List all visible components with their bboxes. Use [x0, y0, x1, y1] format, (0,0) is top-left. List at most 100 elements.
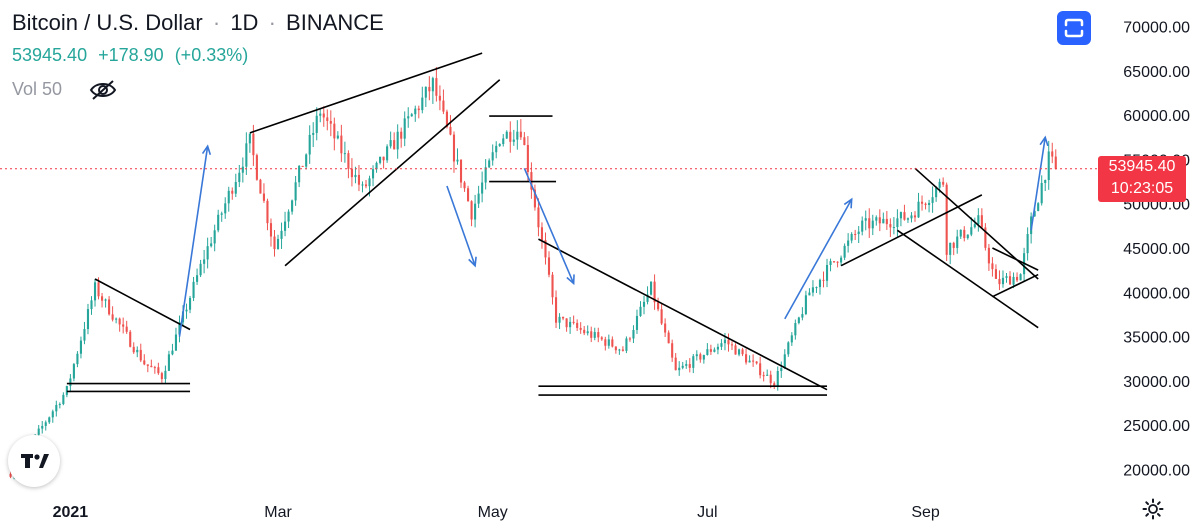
- candle-body: [523, 137, 526, 145]
- candle-body: [551, 274, 554, 298]
- candle-body: [931, 197, 934, 203]
- candle-body: [734, 345, 737, 355]
- candle-body: [245, 143, 248, 167]
- candle-body: [445, 111, 448, 127]
- exchange-label: BINANCE: [286, 10, 384, 35]
- candle-body: [565, 318, 568, 328]
- arrow-head: [566, 274, 575, 286]
- candle-body: [421, 97, 424, 111]
- candle-body: [935, 187, 938, 198]
- candle-body: [129, 331, 132, 347]
- candle-body: [745, 354, 748, 363]
- x-tick-label: 2021: [53, 504, 89, 521]
- title-separator: ·: [212, 10, 221, 35]
- candle-body: [442, 100, 445, 112]
- candle-body: [646, 294, 649, 302]
- candle-body: [632, 329, 635, 339]
- candle-body: [340, 135, 343, 154]
- candle-body: [949, 242, 952, 255]
- candle-body: [818, 279, 822, 288]
- arrows-layer: [178, 135, 1049, 337]
- candle-body: [695, 354, 698, 357]
- candle-body: [776, 371, 779, 387]
- candle-body: [998, 278, 1001, 285]
- candle-body: [379, 156, 382, 163]
- symbol-title[interactable]: Bitcoin / U.S. Dollar · 1D · BINANCE: [12, 10, 384, 36]
- x-tick-label: Sep: [911, 504, 940, 521]
- candle-body: [519, 131, 522, 138]
- annotation-arrow: [178, 144, 212, 337]
- candle-body: [132, 346, 135, 353]
- candle-body: [1012, 276, 1015, 285]
- candle-body: [639, 306, 642, 316]
- arrow-shaft: [523, 167, 575, 284]
- candle-body: [312, 132, 315, 135]
- candle-body: [238, 172, 241, 183]
- candle-body: [773, 383, 776, 387]
- arrow-head: [1039, 135, 1049, 147]
- candle-body: [516, 131, 519, 140]
- candle-body: [192, 281, 195, 298]
- trendline: [94, 278, 191, 331]
- candle-body: [79, 340, 82, 354]
- candle-body: [58, 404, 61, 406]
- candle-body: [678, 367, 681, 371]
- candle-body: [970, 227, 973, 235]
- fullscreen-button[interactable]: [1057, 11, 1091, 45]
- candle-body: [255, 155, 258, 180]
- candle-body: [174, 334, 178, 351]
- interval-label: 1D: [230, 10, 259, 35]
- trendline: [896, 229, 1039, 329]
- candle-body: [709, 349, 712, 352]
- candle-body: [93, 282, 97, 301]
- candle-body: [1040, 182, 1043, 204]
- annotation-arrow: [1030, 135, 1049, 231]
- candle-body: [871, 220, 874, 229]
- y-tick-label: 60000.00: [1123, 108, 1190, 125]
- candle-body: [1008, 276, 1012, 285]
- candle-body: [657, 302, 660, 310]
- candle-body: [945, 184, 948, 255]
- arrow-shaft: [446, 185, 476, 266]
- candle-body: [741, 349, 744, 355]
- gear-icon[interactable]: [1142, 498, 1164, 520]
- candle-body: [403, 118, 406, 139]
- candle-body: [252, 133, 255, 156]
- candle-body: [762, 375, 765, 377]
- y-tick-label: 35000.00: [1123, 330, 1190, 347]
- candle-body: [375, 162, 378, 170]
- trendline: [249, 52, 483, 134]
- candle-body: [291, 200, 294, 212]
- symbol-name: Bitcoin / U.S. Dollar: [12, 10, 203, 35]
- candle-body: [618, 349, 621, 351]
- trendline: [284, 79, 501, 267]
- candle-body: [273, 236, 276, 250]
- candle-body: [702, 354, 705, 360]
- candle-body: [854, 233, 857, 235]
- candle-body: [600, 337, 603, 340]
- arrow-shaft: [784, 198, 853, 320]
- candle-body: [706, 349, 709, 355]
- candle-body: [650, 281, 653, 295]
- volume-indicator-label[interactable]: Vol 50: [12, 79, 63, 99]
- candle-body: [220, 213, 223, 215]
- trendline: [538, 238, 828, 391]
- trendline: [992, 247, 1039, 271]
- title-separator: ·: [268, 10, 276, 35]
- candle-body: [199, 263, 202, 276]
- candle-body: [115, 318, 118, 320]
- candle-body: [357, 174, 361, 185]
- eye-off-icon[interactable]: [88, 78, 118, 102]
- candle-body: [227, 190, 230, 204]
- candle-body: [495, 145, 498, 153]
- candle-body: [474, 203, 477, 220]
- candle-body: [861, 220, 864, 232]
- candle-body: [217, 214, 220, 231]
- candle-body: [910, 215, 913, 219]
- tradingview-logo[interactable]: [8, 435, 60, 487]
- candle-body: [284, 221, 287, 231]
- candle-body: [829, 261, 832, 266]
- candle-body: [37, 428, 40, 435]
